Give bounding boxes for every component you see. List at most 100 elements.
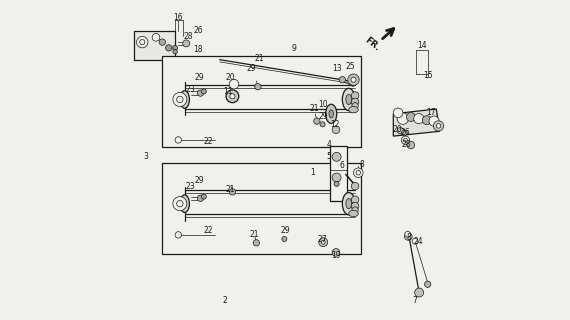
Circle shape (393, 108, 403, 118)
Text: 8: 8 (360, 160, 364, 169)
Text: 20: 20 (392, 124, 402, 133)
Circle shape (230, 94, 235, 99)
Circle shape (183, 40, 190, 47)
Circle shape (397, 127, 404, 134)
Circle shape (412, 238, 418, 244)
Text: FR.: FR. (363, 35, 382, 52)
Circle shape (197, 90, 203, 96)
Ellipse shape (349, 107, 359, 113)
Text: 26: 26 (400, 128, 410, 137)
Circle shape (414, 114, 424, 124)
Circle shape (177, 200, 183, 207)
Ellipse shape (346, 94, 352, 105)
Text: 21: 21 (226, 185, 235, 194)
Circle shape (351, 202, 359, 210)
Circle shape (404, 138, 408, 142)
Text: 22: 22 (203, 137, 213, 146)
Circle shape (429, 116, 439, 126)
Circle shape (320, 122, 325, 127)
Circle shape (282, 236, 287, 242)
Circle shape (433, 121, 443, 131)
Circle shape (406, 113, 416, 122)
Text: 3: 3 (143, 152, 148, 161)
Bar (162, 56, 361, 147)
Circle shape (314, 118, 320, 124)
Circle shape (405, 233, 412, 240)
Text: 29: 29 (281, 226, 291, 235)
Ellipse shape (183, 96, 186, 103)
Circle shape (140, 40, 145, 45)
Circle shape (173, 45, 178, 50)
Circle shape (177, 96, 183, 103)
Circle shape (407, 141, 414, 149)
Text: 26: 26 (194, 27, 203, 36)
Circle shape (201, 89, 206, 94)
Text: 10: 10 (318, 100, 327, 109)
Text: 22: 22 (203, 226, 213, 235)
Circle shape (201, 194, 206, 199)
Text: 20: 20 (225, 73, 235, 82)
Circle shape (353, 168, 363, 178)
Text: 27: 27 (318, 235, 327, 244)
Ellipse shape (349, 210, 359, 217)
Text: 23: 23 (186, 182, 195, 191)
Circle shape (332, 173, 341, 182)
Ellipse shape (180, 91, 189, 108)
Text: 15: 15 (423, 71, 433, 80)
Circle shape (351, 182, 359, 190)
Circle shape (356, 171, 360, 175)
Text: 12: 12 (331, 120, 340, 129)
Circle shape (422, 116, 431, 124)
Ellipse shape (343, 193, 355, 215)
Circle shape (397, 113, 409, 124)
Circle shape (401, 136, 410, 144)
Circle shape (339, 76, 345, 83)
Polygon shape (393, 109, 439, 136)
Circle shape (351, 196, 359, 204)
Circle shape (352, 207, 359, 213)
Text: 29: 29 (246, 64, 256, 73)
Text: 7: 7 (413, 296, 417, 305)
Ellipse shape (325, 104, 337, 123)
Circle shape (414, 288, 424, 297)
Text: 21: 21 (254, 54, 263, 63)
Circle shape (348, 74, 359, 85)
Circle shape (229, 79, 239, 89)
Circle shape (173, 197, 187, 211)
Circle shape (152, 34, 160, 41)
Circle shape (332, 249, 340, 256)
Circle shape (165, 45, 172, 51)
Circle shape (332, 126, 340, 133)
Circle shape (175, 232, 181, 238)
Circle shape (332, 152, 341, 161)
Text: 8: 8 (406, 233, 411, 242)
Circle shape (253, 240, 259, 246)
Text: 29: 29 (195, 176, 205, 185)
Text: 21: 21 (310, 104, 319, 113)
Circle shape (226, 90, 239, 103)
Text: 4: 4 (327, 140, 331, 148)
Circle shape (319, 238, 328, 247)
Text: 17: 17 (426, 108, 435, 117)
Circle shape (351, 98, 359, 106)
Circle shape (321, 240, 325, 244)
Circle shape (352, 103, 359, 109)
Circle shape (137, 36, 148, 48)
Ellipse shape (180, 195, 189, 212)
Bar (329, 146, 347, 201)
Circle shape (437, 124, 441, 128)
Text: 23: 23 (186, 85, 195, 94)
Circle shape (175, 137, 181, 143)
Text: 29: 29 (319, 112, 328, 121)
Polygon shape (133, 31, 175, 60)
Text: 18: 18 (194, 44, 203, 54)
Text: 21: 21 (249, 230, 259, 239)
Circle shape (425, 281, 431, 287)
Text: 13: 13 (332, 64, 342, 73)
Circle shape (405, 231, 410, 237)
Circle shape (197, 195, 203, 201)
Text: 6: 6 (339, 161, 344, 170)
Ellipse shape (329, 110, 333, 118)
Text: 11: 11 (223, 87, 233, 96)
Text: 28: 28 (183, 32, 193, 41)
